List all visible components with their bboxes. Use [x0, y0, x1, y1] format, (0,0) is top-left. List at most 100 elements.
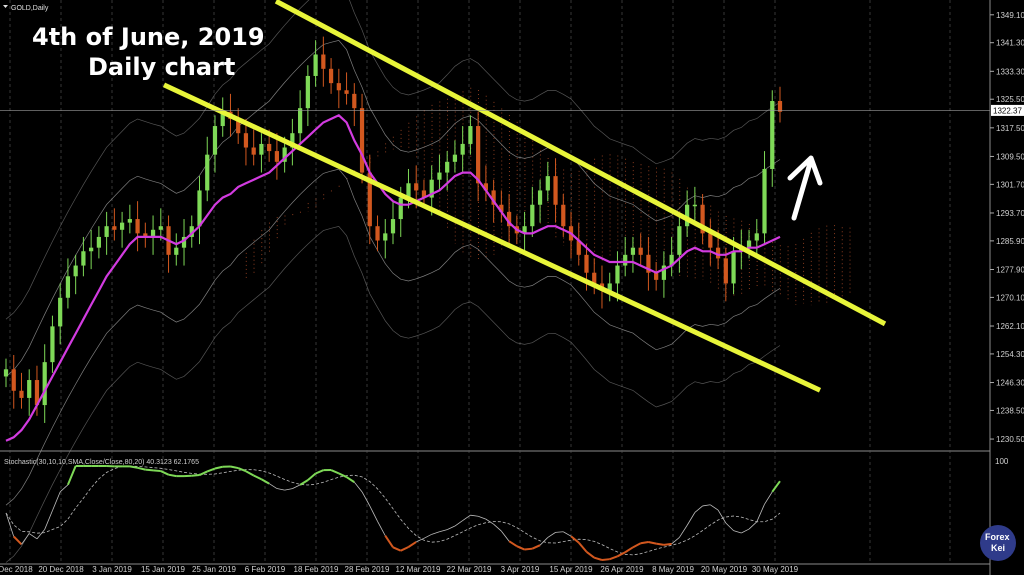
y-tick-label: 1230.50	[996, 435, 1024, 444]
bull-candle	[522, 226, 527, 234]
stoch-main-segment	[710, 504, 719, 511]
symbol-header: GOLD,Daily	[3, 5, 49, 12]
stoch-main-segment	[741, 528, 750, 534]
moving-average	[5, 113, 781, 442]
bull-candle	[746, 240, 752, 248]
y-tick-label: 1238.50	[996, 406, 1024, 415]
x-tick-label: 15 Apr 2019	[549, 565, 593, 574]
x-tick-label: 12 Mar 2019	[396, 565, 441, 574]
bull-candle	[50, 326, 55, 363]
svg-text:Kei: Kei	[991, 543, 1005, 553]
stoch-main-segment	[593, 556, 603, 561]
bear-candle	[576, 240, 581, 255]
bull-candle	[313, 54, 318, 76]
bull-candle	[127, 219, 132, 223]
stoch-main-segment	[764, 491, 773, 505]
bull-candle	[390, 219, 396, 234]
x-tick-label: 15 Jan 2019	[141, 565, 186, 574]
bull-candle	[398, 197, 403, 220]
stoch-main-segment	[346, 476, 355, 483]
stoch-main-segment	[725, 522, 734, 531]
bull-candle	[27, 380, 32, 398]
bull-candle	[81, 251, 86, 266]
x-tick-label: 18 Feb 2019	[294, 565, 339, 574]
bull-candle	[220, 111, 225, 127]
trend-channel	[162, 0, 887, 393]
bear-candle	[236, 118, 241, 134]
bear-candle	[777, 101, 783, 112]
stoch-main-segment	[663, 542, 672, 546]
bull-candle	[468, 126, 473, 144]
stoch-main-segment	[230, 465, 239, 470]
stoch-main-segment	[686, 512, 696, 526]
stoch-main-segment	[353, 481, 363, 493]
stoch-main-segment	[470, 514, 479, 517]
stoch-main-segment	[648, 541, 657, 545]
bear-candle	[375, 226, 380, 241]
indicator-label: Stochastic(30,10,10,SMA,Close/Close,80,2…	[4, 459, 199, 466]
bear-candle	[708, 233, 713, 248]
bull-candle	[669, 254, 674, 266]
envelope-line	[5, 226, 781, 563]
bull-candle	[452, 154, 458, 162]
stoch-main-segment	[563, 531, 572, 537]
bear-candle	[336, 83, 341, 91]
y-tick-label: 1333.30	[996, 67, 1024, 76]
stoch-main-segment	[431, 531, 440, 535]
stochastic-pane	[5, 465, 781, 561]
bear-candle	[321, 54, 326, 69]
stoch-main-segment	[268, 483, 278, 489]
bull-candle	[607, 283, 612, 291]
current-price-label: 1322.37	[993, 106, 1022, 115]
bull-candle	[437, 172, 442, 180]
bear-candle	[483, 183, 488, 191]
bear-candle	[584, 254, 589, 273]
bear-candle	[723, 258, 728, 284]
bull-candle	[692, 204, 697, 207]
bear-candle	[715, 247, 721, 259]
chart-background	[0, 0, 990, 575]
stoch-main-segment	[199, 470, 208, 476]
bull-candle	[731, 251, 736, 284]
stoch-main-segment	[632, 542, 642, 549]
envelope-line	[5, 40, 781, 377]
bull-candle	[537, 190, 543, 205]
bull-candle	[429, 179, 434, 198]
y-tick-label: 1301.70	[996, 180, 1024, 189]
bear-candle	[638, 247, 643, 255]
bear-candle	[476, 126, 481, 184]
stoch-main-segment	[330, 469, 340, 475]
bull-candle	[119, 222, 125, 230]
stoch-main-segment	[59, 484, 69, 493]
stoch-main-segment	[694, 505, 703, 513]
bull-candle	[3, 369, 9, 377]
bull-candle	[623, 254, 628, 266]
stoch-main-segment	[501, 530, 510, 542]
bull-candle	[174, 247, 179, 255]
y-tick-label: 1309.50	[996, 152, 1024, 161]
stoch-main-segment	[439, 529, 448, 533]
current-price-marker: 1322.37	[0, 104, 1024, 116]
stoch-main-segment	[423, 533, 432, 539]
symbol-label: GOLD,Daily	[11, 5, 49, 12]
stoch-main-segment	[66, 465, 77, 486]
bear-candle	[654, 272, 659, 280]
y-tick-label: 1293.70	[996, 209, 1024, 218]
bull-candle	[259, 143, 264, 155]
bull-candle	[661, 265, 667, 280]
stoch-main-segment	[717, 509, 727, 524]
bear-candle	[328, 68, 334, 84]
bear-candle	[421, 190, 427, 198]
bull-candle	[290, 133, 295, 148]
bull-candle	[212, 126, 218, 155]
bull-candle	[460, 143, 465, 155]
forexkei-logo: Forex Kei	[980, 525, 1016, 561]
bull-candle	[205, 154, 210, 191]
stoch-main-segment	[284, 488, 293, 491]
stoch-main-segment	[191, 474, 200, 477]
stoch-main-segment	[129, 465, 138, 469]
x-tick-label: 28 Feb 2019	[345, 565, 390, 574]
dropdown-triangle-icon[interactable]	[3, 5, 8, 8]
y-tick-label: 1246.30	[996, 379, 1024, 388]
